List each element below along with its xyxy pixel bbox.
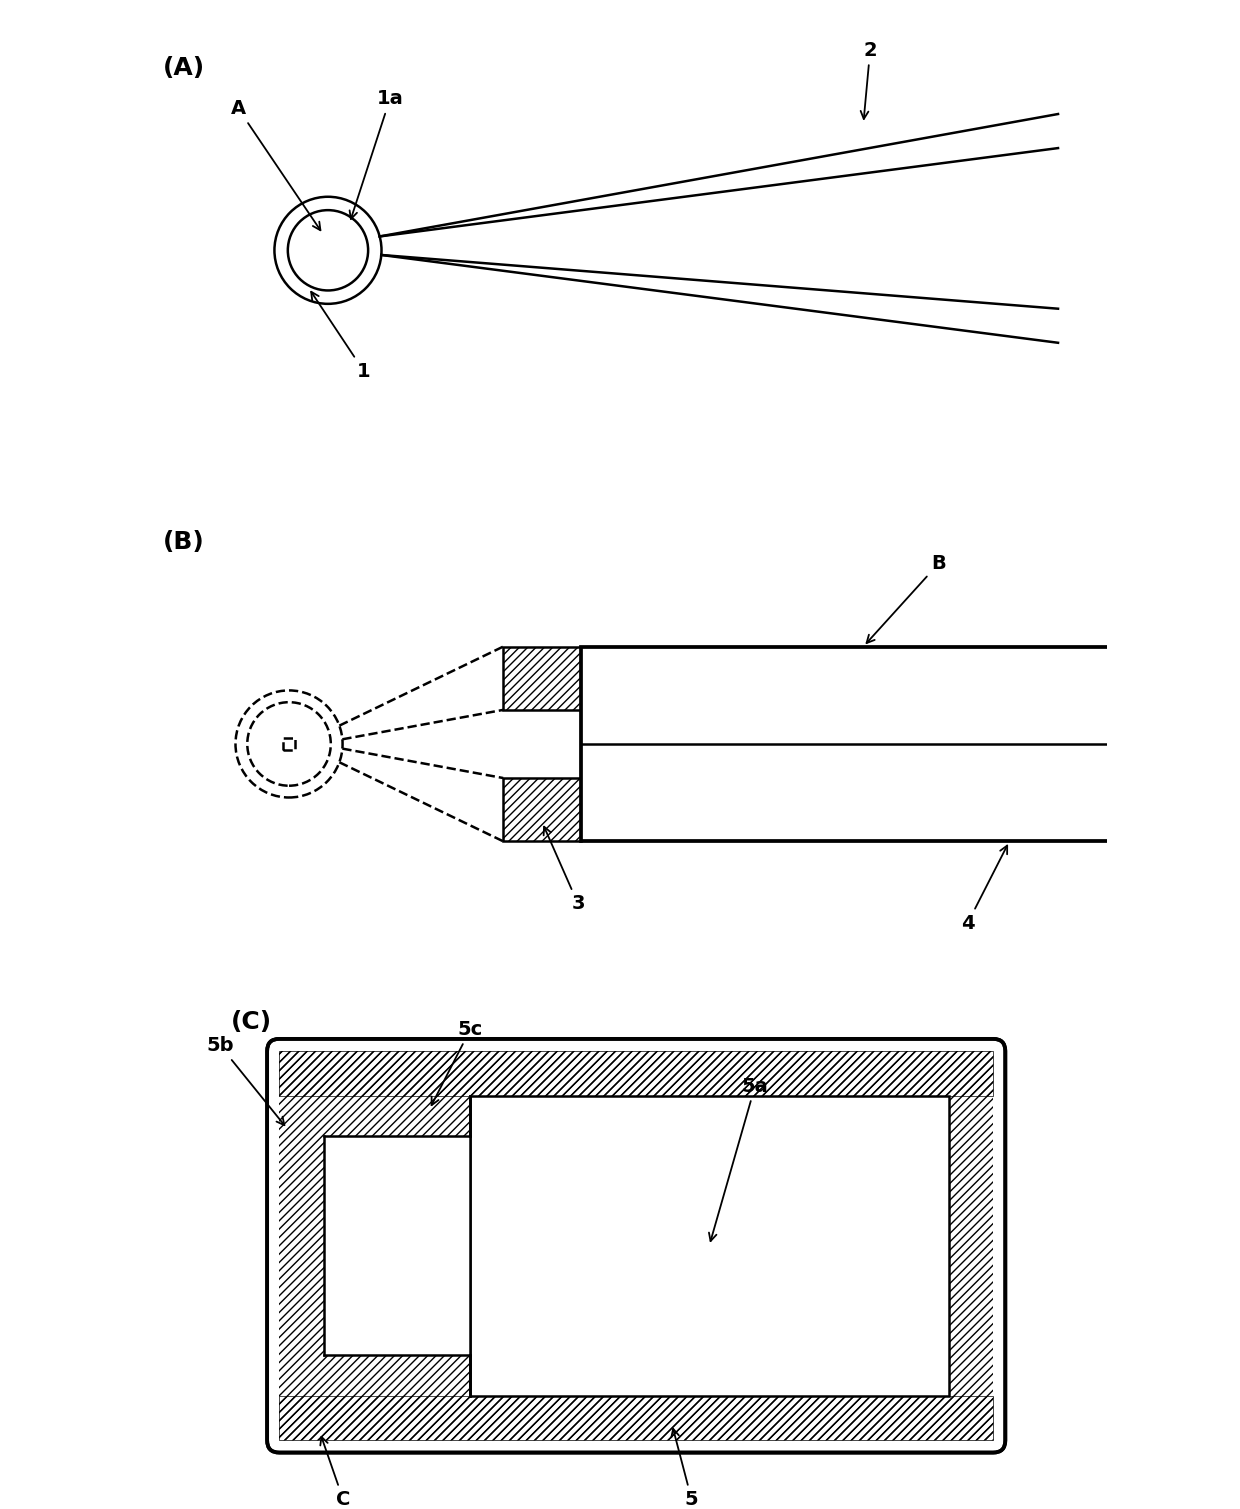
Text: 5c: 5c [432,1020,484,1105]
Text: A: A [231,100,320,231]
FancyBboxPatch shape [267,1038,1006,1453]
Text: B: B [867,554,946,643]
Bar [503,647,582,709]
Bar [503,647,582,709]
Bar [279,1396,993,1441]
Text: (A): (A) [162,56,205,80]
Bar [279,1396,993,1441]
Text: C: C [320,1437,351,1509]
Bar [279,1052,993,1096]
Bar [503,779,582,842]
Bar [283,738,295,750]
Bar [582,647,1116,842]
Text: 2: 2 [861,41,877,119]
Bar [324,1136,470,1355]
Bar [503,779,582,842]
Text: 1a: 1a [350,89,403,219]
Bar [470,1096,949,1396]
Text: 5: 5 [671,1429,698,1509]
Text: 4: 4 [961,845,1007,933]
Text: (B): (B) [162,530,205,554]
Bar [279,1052,993,1096]
Text: (C): (C) [231,1011,272,1035]
Text: 5b: 5b [206,1037,284,1126]
Text: 5a: 5a [709,1076,769,1240]
Bar [279,1052,993,1441]
Text: 3: 3 [543,827,585,913]
Text: 1: 1 [311,291,371,380]
